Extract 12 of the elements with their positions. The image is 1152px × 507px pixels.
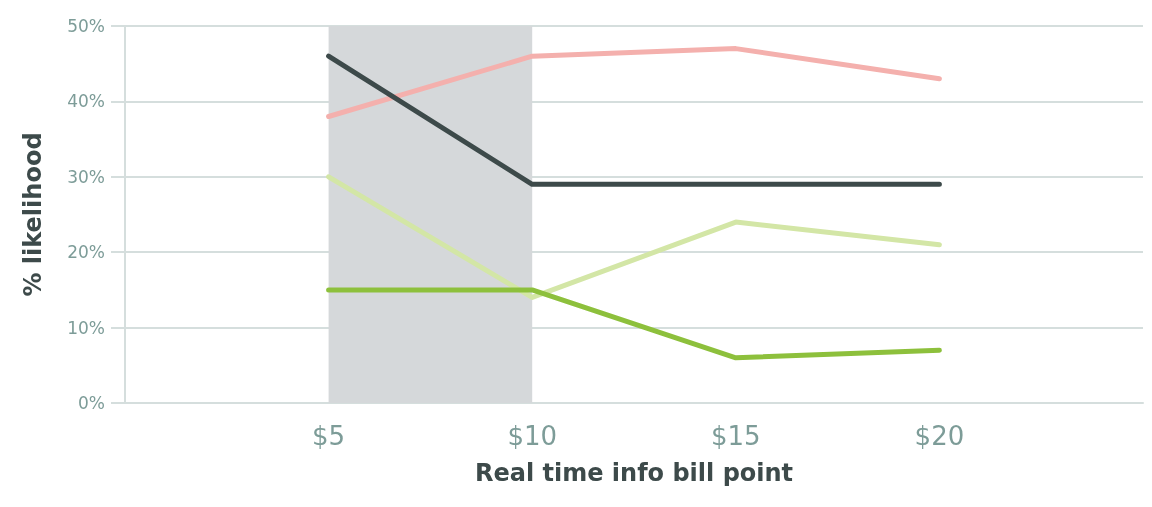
x-tick-label: $20 xyxy=(914,421,965,451)
x-axis-title: Real time info bill point xyxy=(474,459,794,487)
x-tick-label: $5 xyxy=(312,421,346,451)
y-tick-label: 30% xyxy=(67,166,105,187)
y-tick-label: 20% xyxy=(67,242,105,263)
y-tick-label: 40% xyxy=(67,91,105,112)
y-tick-label: 50% xyxy=(67,16,105,36)
y-tick-label: 10% xyxy=(67,317,105,338)
y-tick-label: 0% xyxy=(78,393,105,413)
y-axis-title: % likelihood xyxy=(19,132,47,297)
x-tick-label: $10 xyxy=(507,421,558,451)
x-tick-label: $15 xyxy=(710,421,761,451)
